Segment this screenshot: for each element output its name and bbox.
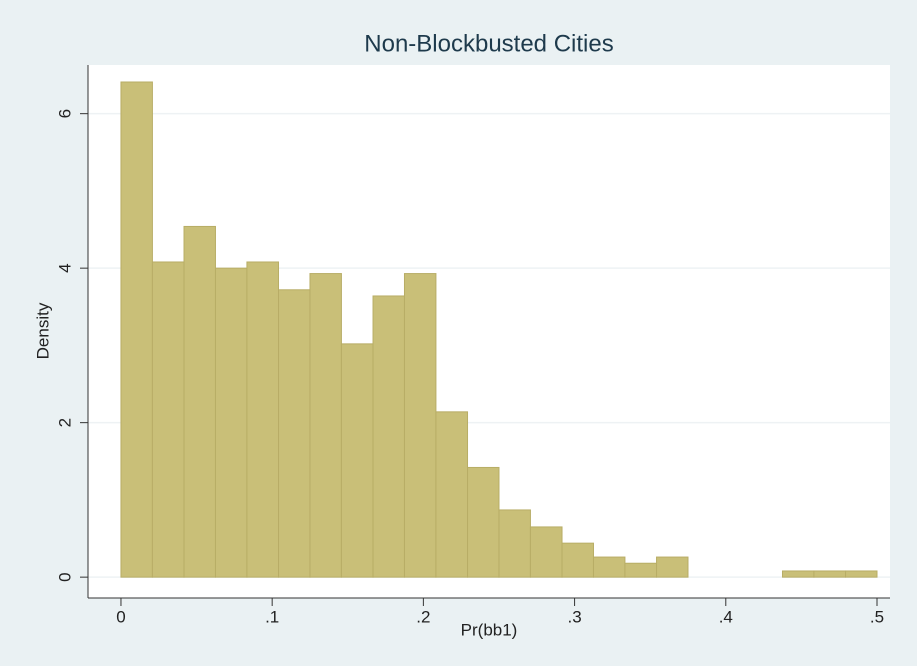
bar	[813, 570, 847, 578]
x-axis-label: Pr(bb1)	[461, 620, 518, 639]
bar	[467, 466, 500, 578]
bar	[781, 570, 815, 578]
bar	[656, 556, 689, 578]
x-tick-label: .3	[567, 607, 581, 626]
x-tick-label: .5	[870, 607, 884, 626]
bar	[529, 526, 563, 578]
bar	[403, 273, 437, 578]
bar	[498, 509, 531, 578]
bar	[435, 411, 469, 578]
y-tick-label: 4	[55, 263, 74, 272]
bar	[340, 343, 374, 578]
x-tick-label: 0	[116, 607, 125, 626]
y-tick-label: 2	[55, 418, 74, 427]
bar	[372, 295, 405, 578]
bar	[183, 225, 216, 578]
bar	[561, 542, 594, 578]
y-tick-label: 0	[55, 572, 74, 581]
x-tick-label: .1	[265, 607, 279, 626]
bar	[278, 289, 311, 578]
bar	[214, 267, 248, 578]
x-tick-label: .4	[719, 607, 733, 626]
bar	[151, 261, 185, 578]
bar	[309, 273, 342, 578]
bar	[592, 556, 626, 578]
y-tick-label: 6	[55, 109, 74, 118]
bar	[845, 570, 878, 578]
bar	[246, 261, 280, 578]
chart-title: Non-Blockbusted Cities	[364, 30, 613, 57]
x-tick-label: .2	[416, 607, 430, 626]
bar	[624, 562, 658, 578]
y-axis-label: Density	[33, 302, 52, 359]
bar	[120, 81, 153, 578]
